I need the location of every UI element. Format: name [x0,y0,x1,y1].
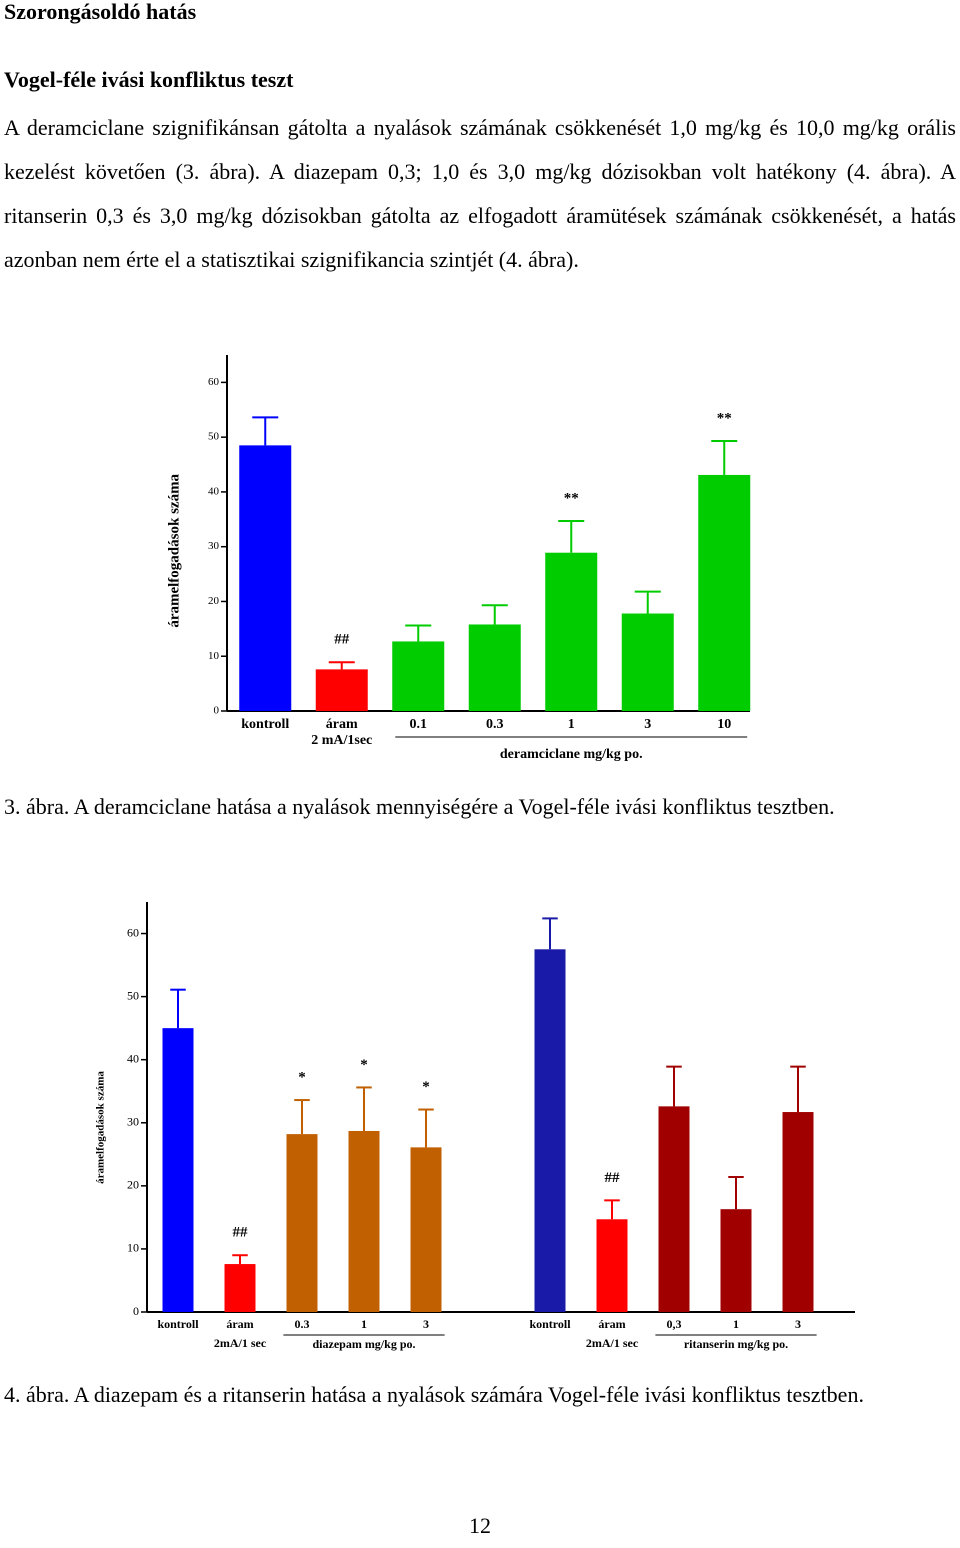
x-tick-label: 1 [361,1317,367,1331]
bar [720,1209,752,1312]
x-tick-label: áram [326,717,358,732]
bar [468,624,521,711]
bar [392,641,445,711]
bar [534,949,566,1312]
x-tick-label: 0.3 [295,1317,310,1331]
group-label: ritanserin mg/kg po. [684,1337,788,1351]
y-tick-label: 20 [127,1178,139,1192]
y-tick-label: 40 [127,1051,139,1065]
bar [315,669,368,711]
bar [621,613,674,711]
bar [162,1028,194,1312]
significance-label: ## [334,632,350,648]
x-tick-label: 3 [423,1317,429,1331]
x-tick-label: 0.3 [486,717,504,732]
significance-label: * [360,1057,368,1073]
bar [545,552,598,711]
group-label: deramciclane mg/kg po. [500,747,643,762]
bar [286,1134,318,1312]
bar [698,474,751,711]
significance-label: ** [717,410,732,426]
bar [782,1112,814,1312]
x-tick-label: áram [598,1317,625,1331]
y-tick-label: 30 [208,540,220,552]
x-tick-label: áram [226,1317,253,1331]
caption: 3. ábra. A deramciclane hatása a nyaláso… [4,794,835,819]
subheading: Vogel-féle ivási konfliktus teszt [4,67,294,92]
y-tick-label: 60 [127,925,139,939]
y-tick-label: 20 [208,595,220,607]
significance-label: * [298,1069,306,1085]
y-tick-label: 30 [127,1115,139,1129]
significance-label: ** [564,490,579,506]
caption: 4. ábra. A diazepam és a ritanserin hatá… [4,1382,864,1407]
x-tick-label: 3 [795,1317,801,1331]
significance-label: ## [605,1170,621,1186]
significance-label: ## [233,1225,249,1241]
bar [658,1106,690,1312]
y-tick-label: 60 [208,376,220,388]
x-tick-label: 1 [733,1317,739,1331]
bar [596,1219,628,1312]
y-tick-label: 0 [214,705,220,717]
x-tick-label: 10 [717,717,731,732]
bar [348,1130,380,1312]
x-tick-label: 0.1 [410,717,428,732]
x-tick-label: 0,3 [667,1317,682,1331]
y-tick-label: 50 [127,988,139,1002]
group-label: 2 mA/1sec [311,733,372,748]
bar [410,1147,442,1312]
bar [224,1264,256,1312]
x-tick-label: 3 [644,717,651,732]
page-number: 12 [469,1513,491,1538]
y-axis-label: áramelfogadások száma [166,473,182,627]
y-axis-label: áramelfogadások száma [95,1071,107,1184]
group-label: 2mA/1 sec [214,1336,267,1350]
x-tick-label: kontroll [241,717,289,732]
x-tick-label: kontroll [157,1317,199,1331]
heading: Szorongásoldó hatás [4,0,197,24]
x-tick-label: kontroll [529,1317,571,1331]
group-label: 2mA/1 sec [586,1336,639,1350]
paragraph: A deramciclane szignifikánsan gátolta a … [4,115,956,272]
x-tick-label: 1 [568,717,575,732]
group-label: diazepam mg/kg po. [312,1337,415,1351]
bar [239,445,292,711]
y-tick-label: 50 [208,431,220,443]
y-tick-label: 40 [208,485,220,497]
y-tick-label: 10 [208,650,220,662]
y-tick-label: 10 [127,1241,139,1255]
significance-label: * [422,1079,430,1095]
y-tick-label: 0 [133,1304,139,1318]
